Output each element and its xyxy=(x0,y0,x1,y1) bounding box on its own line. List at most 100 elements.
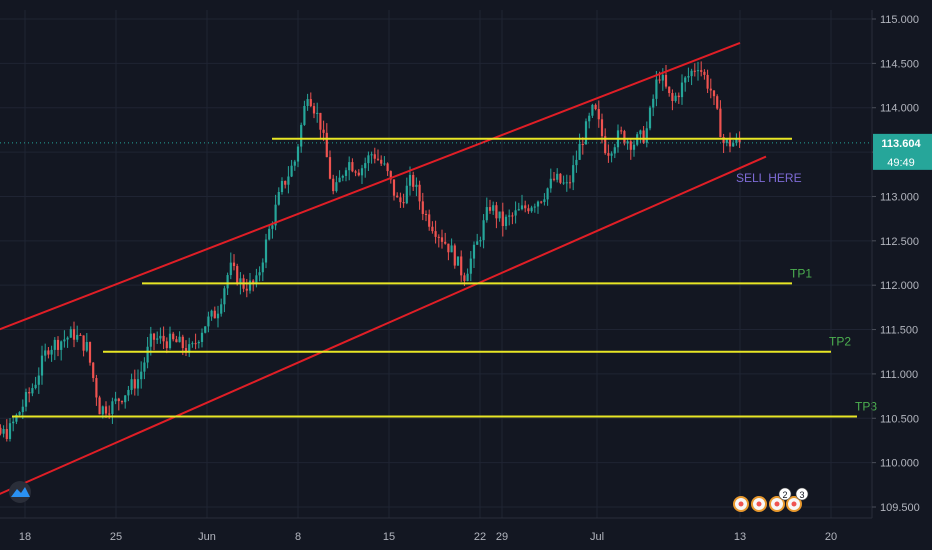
candle-body xyxy=(642,130,645,143)
event-count-1: 2 xyxy=(782,490,787,500)
candle-body xyxy=(130,379,133,390)
candle-body xyxy=(98,397,101,415)
event-dot-icon xyxy=(791,501,797,507)
candle-body xyxy=(104,406,108,414)
candle-body xyxy=(453,245,456,266)
candle-body xyxy=(629,141,632,150)
candle-body xyxy=(335,182,338,192)
candle-body xyxy=(293,161,296,166)
candle-body xyxy=(220,304,223,314)
time-axis[interactable]: 18 25 Jun 8 15 22 29 Jul 13 20 xyxy=(19,531,837,543)
candle-body xyxy=(508,215,511,217)
candle-body xyxy=(428,214,431,227)
candle-body xyxy=(540,201,543,203)
candle-countdown: 49:49 xyxy=(887,157,915,169)
candle-body xyxy=(396,195,399,198)
events-markers[interactable]: 2 3 xyxy=(733,487,809,512)
candle-body xyxy=(405,185,408,204)
candle-body xyxy=(600,119,604,137)
candles-layer xyxy=(0,61,741,442)
candle-body xyxy=(655,79,658,99)
candle-body xyxy=(431,226,434,232)
candle-body xyxy=(703,71,706,75)
candle-body xyxy=(124,395,127,403)
candle-body xyxy=(488,207,492,211)
candle-body xyxy=(85,342,88,351)
candle-body xyxy=(578,144,581,160)
candle-body xyxy=(562,182,565,184)
candle-body xyxy=(56,339,60,350)
candle-body xyxy=(463,275,466,281)
price-tick-label: 115.000 xyxy=(880,14,919,26)
candle-body xyxy=(168,333,172,349)
candle-body xyxy=(604,136,607,154)
candle-body xyxy=(0,427,2,434)
candle-body xyxy=(511,215,514,217)
candle-body xyxy=(136,379,140,389)
candle-body xyxy=(380,159,383,164)
candle-body xyxy=(476,241,479,245)
candle-body xyxy=(652,98,655,108)
candle-body xyxy=(536,201,540,207)
candle-body xyxy=(274,204,277,226)
tradingview-logo-icon xyxy=(11,487,30,497)
candle-body xyxy=(309,99,312,107)
candle-body xyxy=(565,182,568,184)
candle-body xyxy=(581,144,584,146)
candle-body xyxy=(175,339,178,343)
candle-body xyxy=(408,174,412,186)
time-tick-label: Jun xyxy=(198,531,216,543)
candle-body xyxy=(111,401,114,415)
time-tick-label: 20 xyxy=(825,531,837,543)
price-tick-label: 114.000 xyxy=(880,103,919,115)
candle-body xyxy=(418,184,421,202)
tradingview-logo[interactable] xyxy=(9,481,31,503)
candle-body xyxy=(245,288,248,291)
candle-body xyxy=(21,406,24,413)
candle-body xyxy=(559,173,562,183)
candle-body xyxy=(444,241,447,244)
candle-body xyxy=(520,205,524,210)
candle-body xyxy=(389,171,392,180)
candle-body xyxy=(472,244,476,259)
candle-body xyxy=(210,310,213,317)
candle-body xyxy=(306,99,309,106)
candle-body xyxy=(639,130,642,135)
candle-body xyxy=(277,192,280,205)
candle-body xyxy=(607,153,610,156)
event-dot-icon xyxy=(756,501,762,507)
price-axis[interactable]: 115.000114.500114.000113.500113.000112.5… xyxy=(872,14,920,514)
candle-body xyxy=(440,237,444,242)
candle-body xyxy=(24,392,28,407)
candle-body xyxy=(696,70,700,72)
candle-body xyxy=(498,211,501,219)
candle-body xyxy=(232,262,236,267)
candle-body xyxy=(76,334,79,340)
candle-body xyxy=(53,339,56,350)
candle-body xyxy=(495,205,498,219)
current-price-badge: 113.604 49:49 xyxy=(873,133,932,170)
time-tick-label: 22 xyxy=(474,531,486,543)
candle-body xyxy=(34,384,37,389)
price-tick-label: 111.500 xyxy=(880,325,918,337)
candle-body xyxy=(287,176,290,185)
candle-body xyxy=(66,337,69,340)
candle-body xyxy=(735,138,738,144)
candle-body xyxy=(447,243,450,253)
candle-body xyxy=(671,93,674,101)
candle-body xyxy=(28,392,31,394)
level-label-tp1: TP1 xyxy=(790,266,812,280)
candle-body xyxy=(108,413,111,415)
candle-body xyxy=(514,210,517,216)
candle-body xyxy=(722,137,725,143)
candle-body xyxy=(146,346,149,363)
price-tick-label: 112.500 xyxy=(880,236,919,248)
candle-body xyxy=(328,157,332,179)
candle-body xyxy=(82,335,85,351)
candle-body xyxy=(95,378,98,398)
candle-body xyxy=(303,105,306,125)
candle-body xyxy=(501,211,504,227)
candle-body xyxy=(194,343,197,345)
event-count-2: 3 xyxy=(799,490,804,500)
